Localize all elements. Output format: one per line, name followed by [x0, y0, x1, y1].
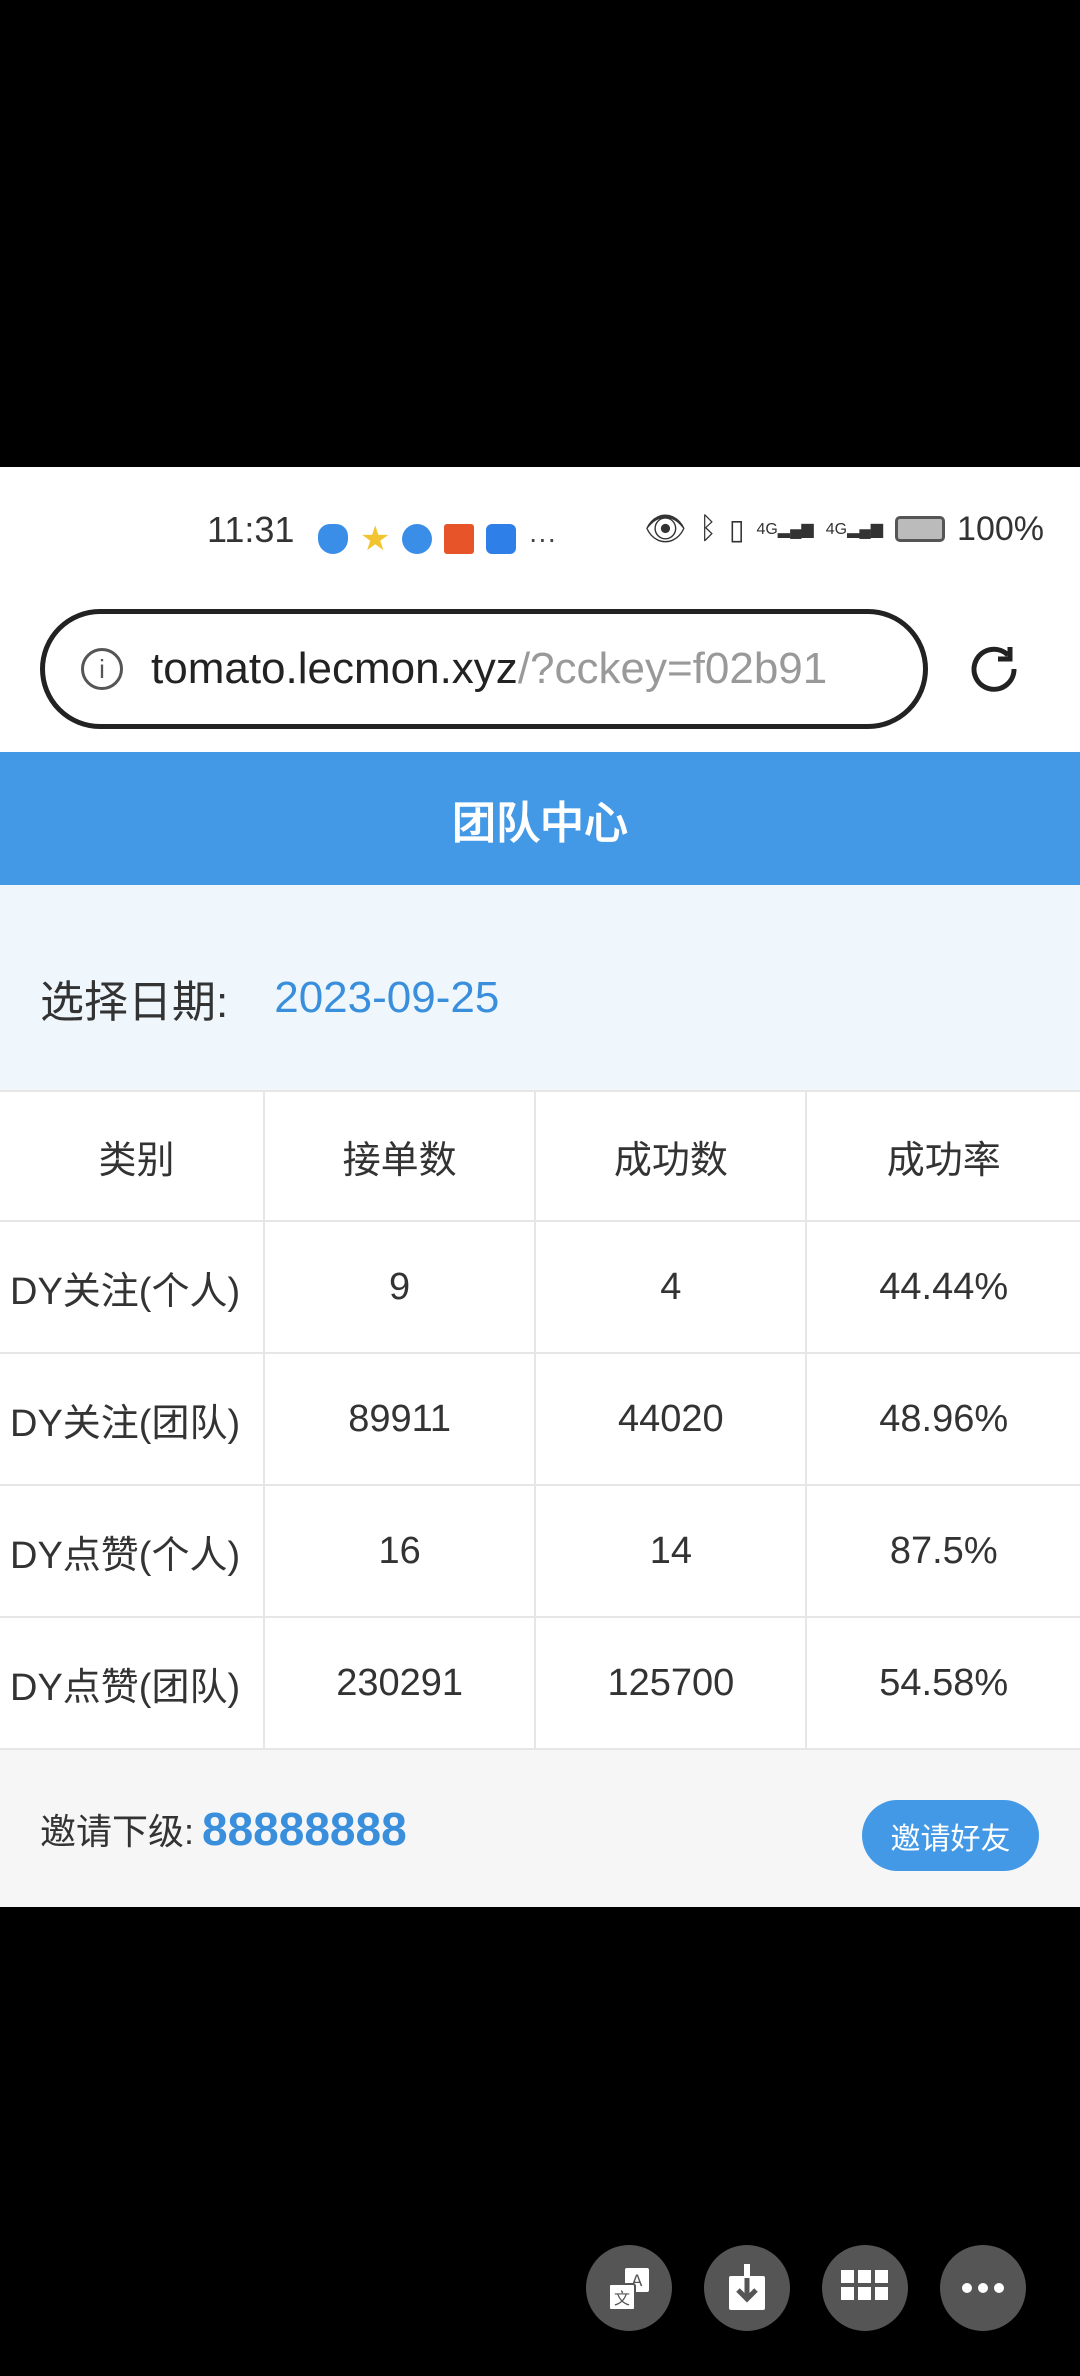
cell: DY关注(个人) — [0, 1220, 265, 1354]
cell: 89911 — [262, 1352, 537, 1486]
invite-friends-button[interactable]: 邀请好友 — [862, 1800, 1039, 1871]
col-header: 成功数 — [534, 1090, 808, 1222]
table-row: DY关注(团队) 89911 44020 48.96% — [0, 1352, 1080, 1486]
download-button[interactable] — [704, 2245, 790, 2331]
cell: DY点赞(个人) — [0, 1484, 265, 1618]
invite-code: 88888888 — [202, 1802, 407, 1855]
cell: 44020 — [534, 1352, 808, 1486]
svg-text:A: A — [632, 2271, 643, 2290]
cell: 14 — [534, 1484, 808, 1618]
reload-icon[interactable] — [964, 639, 1024, 699]
more-button[interactable] — [940, 2245, 1026, 2331]
col-header: 成功率 — [805, 1090, 1080, 1222]
date-picker[interactable]: 2023-09-25 — [274, 972, 500, 1022]
table-header: 类别 接单数 成功数 成功率 — [0, 1090, 1080, 1222]
cell: DY关注(团队) — [0, 1352, 265, 1486]
grid-icon — [841, 2270, 888, 2300]
bluetooth-icon: ᛒ — [699, 512, 718, 545]
cell: 48.96% — [805, 1352, 1080, 1486]
cell: 87.5% — [805, 1484, 1080, 1618]
cell: 4 — [534, 1220, 808, 1354]
table-row: DY点赞(个人) 16 14 87.5% — [0, 1484, 1080, 1618]
notification-icons: ★ ··· — [318, 519, 556, 559]
status-bar: 11:31 ★ ··· 👁 ᛒ ▯ 4G▂▄▆ 4G▂▄▆ 100% — [0, 467, 1080, 590]
stats-table: 类别 接单数 成功数 成功率 DY关注(个人) 9 4 44.44% DY关注(团队)… — [0, 1090, 1080, 1750]
apps-button[interactable] — [822, 2245, 908, 2331]
col-header: 接单数 — [262, 1090, 537, 1222]
shield-icon — [318, 524, 348, 554]
app-icon — [444, 524, 475, 554]
cell: 9 — [262, 1220, 537, 1354]
system-icons: 👁 ᛒ ▯ 4G▂▄▆ 4G▂▄▆ 100% — [644, 509, 1044, 549]
cell: 44.44% — [805, 1220, 1080, 1354]
cell: 54.58% — [805, 1616, 1080, 1750]
translate-icon: A文 — [608, 2268, 649, 2311]
address-bar[interactable]: i tomato.lecmon.xyz/?cckey=f02b91 — [40, 609, 928, 729]
star-icon: ★ — [360, 520, 391, 558]
cell: DY点赞(团队) — [0, 1616, 265, 1750]
date-selector: 选择日期: 2023-09-25 — [0, 885, 1080, 1090]
invite-label: 邀请下级: — [40, 1810, 195, 1852]
more-icon — [962, 2283, 1004, 2293]
url-path: /?cckey=f02b91 — [517, 644, 828, 693]
date-label: 选择日期: — [40, 977, 229, 1027]
download-icon — [729, 2264, 765, 2310]
cell: 230291 — [262, 1616, 537, 1750]
battery-percent: 100% — [957, 509, 1044, 548]
signal-icon-2: 4G▂▄▆ — [825, 521, 884, 538]
invite-bar: 邀请下级: 88888888 邀请好友 — [0, 1750, 1080, 1907]
phone-screen: 11:31 ★ ··· 👁 ᛒ ▯ 4G▂▄▆ 4G▂▄▆ 100% i tom… — [0, 467, 1080, 1907]
table-row: DY点赞(团队) 230291 125700 54.58% — [0, 1616, 1080, 1750]
browser-icon — [402, 524, 433, 554]
col-header: 类别 — [0, 1090, 265, 1222]
cell: 125700 — [534, 1616, 808, 1750]
svg-text:文: 文 — [614, 2289, 630, 2308]
url-host: tomato.lecmon.xyz — [151, 644, 518, 693]
eye-icon: 👁 — [643, 510, 688, 548]
info-icon[interactable]: i — [81, 648, 123, 690]
table-row: DY关注(个人) 9 4 44.44% — [0, 1220, 1080, 1354]
status-time: 11:31 — [207, 509, 295, 550]
battery-icon — [895, 516, 946, 542]
signal-icon: 4G▂▄▆ — [756, 521, 814, 538]
cell: 16 — [262, 1484, 537, 1618]
more-notifications-icon: ··· — [528, 523, 557, 554]
page-title: 团队中心 — [0, 752, 1080, 885]
weather-icon — [486, 524, 517, 554]
vibrate-icon: ▯ — [729, 513, 745, 545]
